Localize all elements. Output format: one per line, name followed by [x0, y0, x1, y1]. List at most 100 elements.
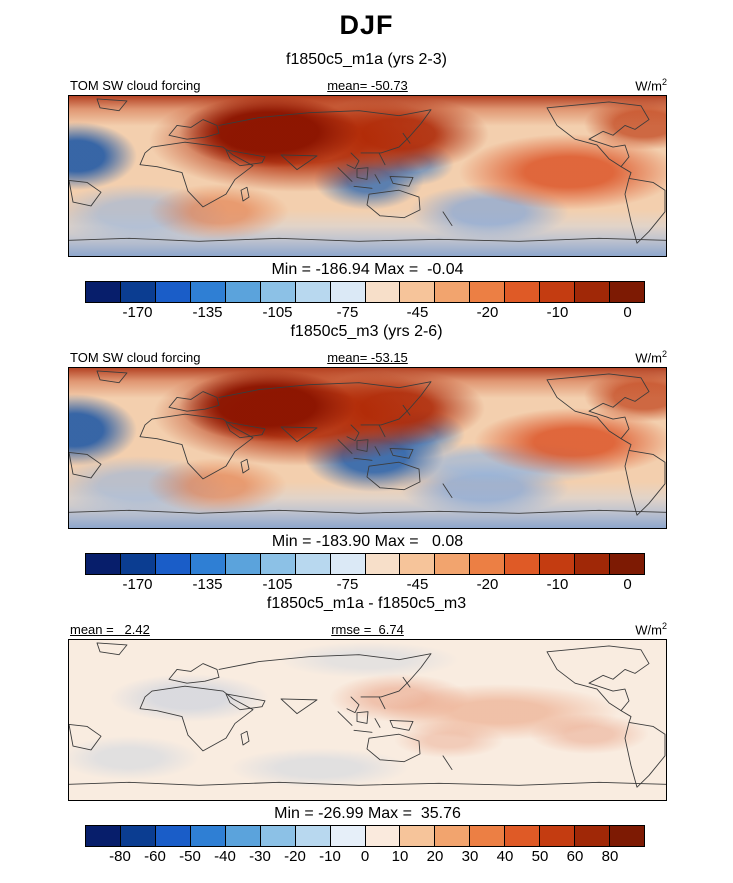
colorbar-tick: 0 [623, 304, 632, 321]
colorbar-cell [364, 282, 400, 302]
colorbar-cell [609, 554, 644, 574]
colorbar-tick: -20 [284, 848, 306, 865]
panel3-units-label: W/m2 [635, 621, 667, 637]
colorbar-cell [154, 282, 190, 302]
panel2-map [68, 367, 667, 529]
panel2-colorbar [85, 553, 645, 575]
panel1-units-label: W/m2 [635, 77, 667, 93]
colorbar-tick: -10 [546, 304, 569, 321]
colorbar-tick: -10 [319, 848, 341, 865]
colorbar-cell [469, 554, 505, 574]
colorbar-tick: -105 [262, 304, 293, 321]
colorbar-tick: 0 [623, 576, 632, 593]
panel3-coastline-overlay [69, 642, 666, 788]
colorbar-tick: 80 [601, 848, 619, 865]
colorbar-cell [86, 826, 120, 846]
panel1-subtitle: f1850c5_m1a (yrs 2-3) [286, 51, 447, 68]
panel3-rmse-label: rmse = 6.74 [331, 622, 404, 637]
colorbar-tick: -135 [192, 576, 223, 593]
colorbar-cell [189, 554, 225, 574]
colorbar-tick: -75 [336, 304, 359, 321]
panel2-mean-label: mean= -53.15 [327, 350, 408, 365]
panel1-colorbar-ticks: -170 -135 -105 -75 -45 -20 -10 0 [85, 303, 645, 321]
colorbar-cell [609, 282, 644, 302]
panel2-colorbar-ticks: -170 -135 -105 -75 -45 -20 -10 0 [85, 575, 645, 593]
colorbar-tick: -170 [122, 304, 153, 321]
colorbar-cell [119, 554, 155, 574]
colorbar-cell [259, 554, 295, 574]
colorbar-cell [294, 554, 330, 574]
colorbar-tick: 0 [360, 848, 370, 865]
colorbar-tick: 10 [391, 848, 409, 865]
panel3-colorbar-wrap: -80 -60 -50 -40 -30 -20 -10 0 10 20 30 40 50 60 80 [85, 825, 645, 865]
panel1-minmax-label: Min = -186.94 Max = -0.04 [271, 261, 464, 278]
panel2-units-label: W/m2 [635, 349, 667, 365]
panel1-map [68, 95, 667, 257]
panel2-minmax-label: Min = -183.90 Max = 0.08 [271, 533, 464, 550]
colorbar-tick: -60 [144, 848, 166, 865]
panel1-coastline-overlay [69, 98, 666, 244]
colorbar-cell [539, 826, 575, 846]
colorbar-cell [224, 554, 260, 574]
colorbar-cell [434, 826, 470, 846]
colorbar-cell [259, 826, 295, 846]
colorbar-cell [399, 826, 435, 846]
colorbar-tick: -20 [476, 304, 499, 321]
colorbar-cell [189, 282, 225, 302]
colorbar-tick: -10 [546, 576, 569, 593]
panel1-mean-label: mean= -50.73 [327, 78, 408, 93]
panel1-colorbar [85, 281, 645, 303]
figure-title: DJF [339, 10, 394, 40]
colorbar-cell [469, 282, 505, 302]
colorbar-tick: -75 [336, 576, 359, 593]
colorbar-cell [329, 826, 365, 846]
units-base: W/m [635, 350, 662, 365]
panel3-minmax-label: Min = -26.99 Max = 35.76 [274, 805, 461, 822]
panel2-map-field [69, 368, 666, 528]
colorbar-cell [364, 826, 400, 846]
colorbar-cell [259, 282, 295, 302]
panel3-colorbar [85, 825, 645, 847]
colorbar-cell [539, 282, 575, 302]
panel1-field-label: TOM SW cloud forcing [70, 78, 201, 93]
panel3-colorbar-ticks: -80 -60 -50 -40 -30 -20 -10 0 10 20 30 40 50 60 80 [85, 847, 645, 865]
colorbar-tick: -45 [406, 304, 429, 321]
colorbar-cell [434, 282, 470, 302]
colorbar-cell [329, 554, 365, 574]
colorbar-cell [609, 826, 644, 846]
colorbar-cell [86, 554, 120, 574]
colorbar-cell [224, 826, 260, 846]
panel3-map [68, 639, 667, 801]
colorbar-cell [329, 282, 365, 302]
colorbar-cell [504, 826, 540, 846]
colorbar-tick: -80 [109, 848, 131, 865]
colorbar-cell [504, 282, 540, 302]
colorbar-cell [189, 826, 225, 846]
colorbar-cell [469, 826, 505, 846]
colorbar-tick: -20 [476, 576, 499, 593]
colorbar-tick: -170 [122, 576, 153, 593]
colorbar-cell [574, 282, 610, 302]
colorbar-tick: 40 [496, 848, 514, 865]
colorbar-cell [294, 826, 330, 846]
colorbar-cell [224, 282, 260, 302]
colorbar-tick: -40 [214, 848, 236, 865]
colorbar-cell [399, 554, 435, 574]
colorbar-tick: -30 [249, 848, 271, 865]
colorbar-tick: -45 [406, 576, 429, 593]
colorbar-cell [154, 554, 190, 574]
units-exponent: 2 [661, 76, 667, 87]
colorbar-tick: -135 [192, 304, 223, 321]
units-exponent: 2 [661, 620, 667, 631]
colorbar-cell [119, 826, 155, 846]
colorbar-cell [364, 554, 400, 574]
colorbar-cell [504, 554, 540, 574]
panel2-field-label: TOM SW cloud forcing [70, 350, 201, 365]
units-exponent: 2 [661, 348, 667, 359]
colorbar-tick: 50 [531, 848, 549, 865]
panel3-subtitle: f1850c5_m1a - f1850c5_m3 [266, 595, 467, 612]
colorbar-cell [119, 282, 155, 302]
colorbar-cell [294, 282, 330, 302]
colorbar-cell [154, 826, 190, 846]
colorbar-cell [574, 554, 610, 574]
